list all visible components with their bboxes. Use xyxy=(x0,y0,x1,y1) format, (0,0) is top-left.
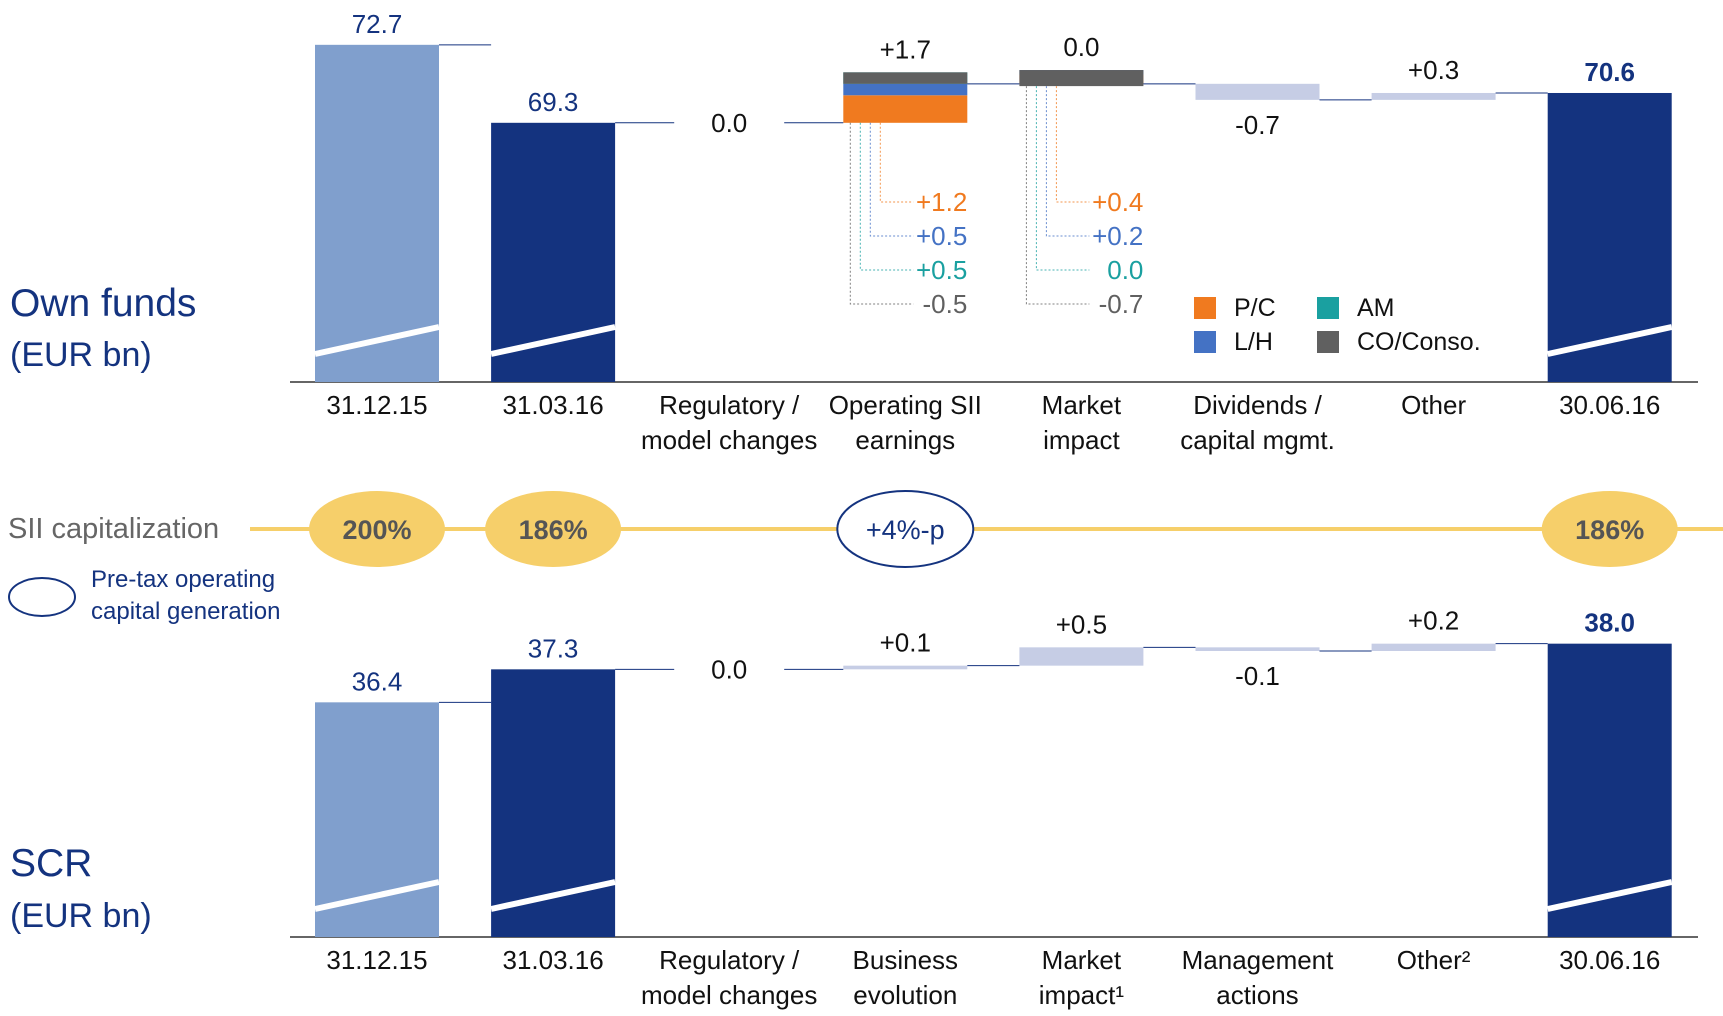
value-label: +0.2 xyxy=(1408,606,1459,636)
x-tick-label: Regulatory / model changes xyxy=(641,390,818,455)
x-tick-label: Other xyxy=(1401,390,1467,420)
x-tick-label: Other² xyxy=(1396,945,1471,975)
x-tick-label: 31.03.16 xyxy=(502,390,604,420)
value-label: 72.7 xyxy=(352,9,403,39)
delta-bar xyxy=(1019,647,1144,666)
value-label: 37.3 xyxy=(528,633,579,663)
axis-break xyxy=(490,879,616,912)
generation-bubble xyxy=(836,490,975,568)
axis-break xyxy=(1547,324,1673,357)
x-tick-label: Operating SII earnings xyxy=(828,390,982,455)
delta-bar xyxy=(1195,647,1320,651)
breakdown-label: +0.5 xyxy=(916,255,967,285)
leader-line xyxy=(1055,86,1090,203)
legend-label: P/C xyxy=(1234,294,1276,322)
value-label: -0.1 xyxy=(1235,661,1280,691)
legend-swatch xyxy=(1317,331,1339,353)
cap-bubble xyxy=(485,491,622,567)
value-label: 0.0 xyxy=(1063,32,1099,62)
value-label: -0.7 xyxy=(1235,110,1280,140)
x-tick-label: 30.06.16 xyxy=(1559,390,1661,420)
x-tick-label: Market impact xyxy=(1041,390,1122,455)
chart-subtitle: (EUR bn) xyxy=(10,336,152,374)
breakdown-label: -0.7 xyxy=(1099,289,1144,319)
chart-subtitle: (EUR bn) xyxy=(10,897,152,935)
x-tick-label: Business evolution xyxy=(852,945,959,1010)
axis-break xyxy=(314,879,440,912)
chart-title: SCR xyxy=(10,842,92,885)
value-label: 36.4 xyxy=(352,666,403,696)
total-bar xyxy=(315,702,439,937)
breakdown-label: +0.2 xyxy=(1092,221,1143,251)
total-bar xyxy=(315,44,439,382)
legend-label: L/H xyxy=(1234,328,1273,356)
axis-break xyxy=(1547,879,1673,912)
value-label: 38.0 xyxy=(1584,608,1635,638)
breakdown-label: +0.5 xyxy=(916,221,967,251)
x-tick-label: 30.06.16 xyxy=(1559,945,1661,975)
breakdown-label: +0.4 xyxy=(1092,187,1143,217)
cap-label: SII capitalization xyxy=(8,513,219,545)
breakdown-segment xyxy=(1019,70,1144,87)
breakdown-segment xyxy=(843,83,968,96)
delta-bar xyxy=(843,665,968,670)
legend-swatch xyxy=(1194,297,1216,319)
value-label: +0.1 xyxy=(880,628,931,658)
delta-bar xyxy=(1195,83,1320,100)
cap-bubble xyxy=(309,491,445,567)
leader-line xyxy=(1025,86,1090,305)
legend-label: CO/Conso. xyxy=(1357,328,1481,356)
leader-line xyxy=(869,122,914,237)
x-tick-label: 31.12.15 xyxy=(326,945,428,975)
x-tick-label: 31.03.16 xyxy=(502,945,604,975)
x-tick-label: Regulatory / model changes xyxy=(641,945,818,1010)
breakdown-segment xyxy=(843,72,968,84)
axis-break xyxy=(490,324,616,357)
value-label: +0.3 xyxy=(1408,55,1459,85)
value-label: 0.0 xyxy=(711,108,747,138)
total-bar xyxy=(491,669,616,937)
breakdown-segment xyxy=(843,95,968,123)
cap-bubble xyxy=(1541,491,1678,567)
breakdown-label: -0.5 xyxy=(922,289,967,319)
delta-bar xyxy=(1371,92,1496,100)
leader-line xyxy=(1045,86,1090,237)
x-tick-label: Dividends / capital mgmt. xyxy=(1180,390,1335,455)
chart-title: Own funds xyxy=(10,282,196,325)
delta-bar xyxy=(1371,643,1496,651)
value-label: 0.0 xyxy=(711,654,747,684)
cap-value: 200% xyxy=(342,515,411,545)
leader-line xyxy=(859,122,914,271)
generation-legend-label: Pre-tax operating capital generation xyxy=(91,566,281,625)
leader-line xyxy=(879,122,914,203)
generation-legend-icon xyxy=(8,577,76,617)
cap-value: 186% xyxy=(519,515,588,545)
x-tick-label: Management actions xyxy=(1181,945,1334,1010)
value-label: 70.6 xyxy=(1584,57,1635,87)
breakdown-label: +1.2 xyxy=(916,187,967,217)
value-label: 69.3 xyxy=(528,87,579,117)
legend-label: AM xyxy=(1357,294,1395,322)
x-tick-label: Market impact¹ xyxy=(1038,945,1125,1010)
cap-value: 186% xyxy=(1575,515,1644,545)
legend-swatch xyxy=(1194,331,1216,353)
breakdown-label: 0.0 xyxy=(1107,255,1143,285)
generation-value: +4%-p xyxy=(866,515,945,545)
value-label: +0.5 xyxy=(1056,609,1107,639)
leader-line xyxy=(1035,86,1090,271)
x-tick-label: 31.12.15 xyxy=(326,390,428,420)
legend-swatch xyxy=(1317,297,1339,319)
value-label: +1.7 xyxy=(880,34,931,64)
leader-line xyxy=(849,122,914,305)
axis-break xyxy=(314,324,440,357)
